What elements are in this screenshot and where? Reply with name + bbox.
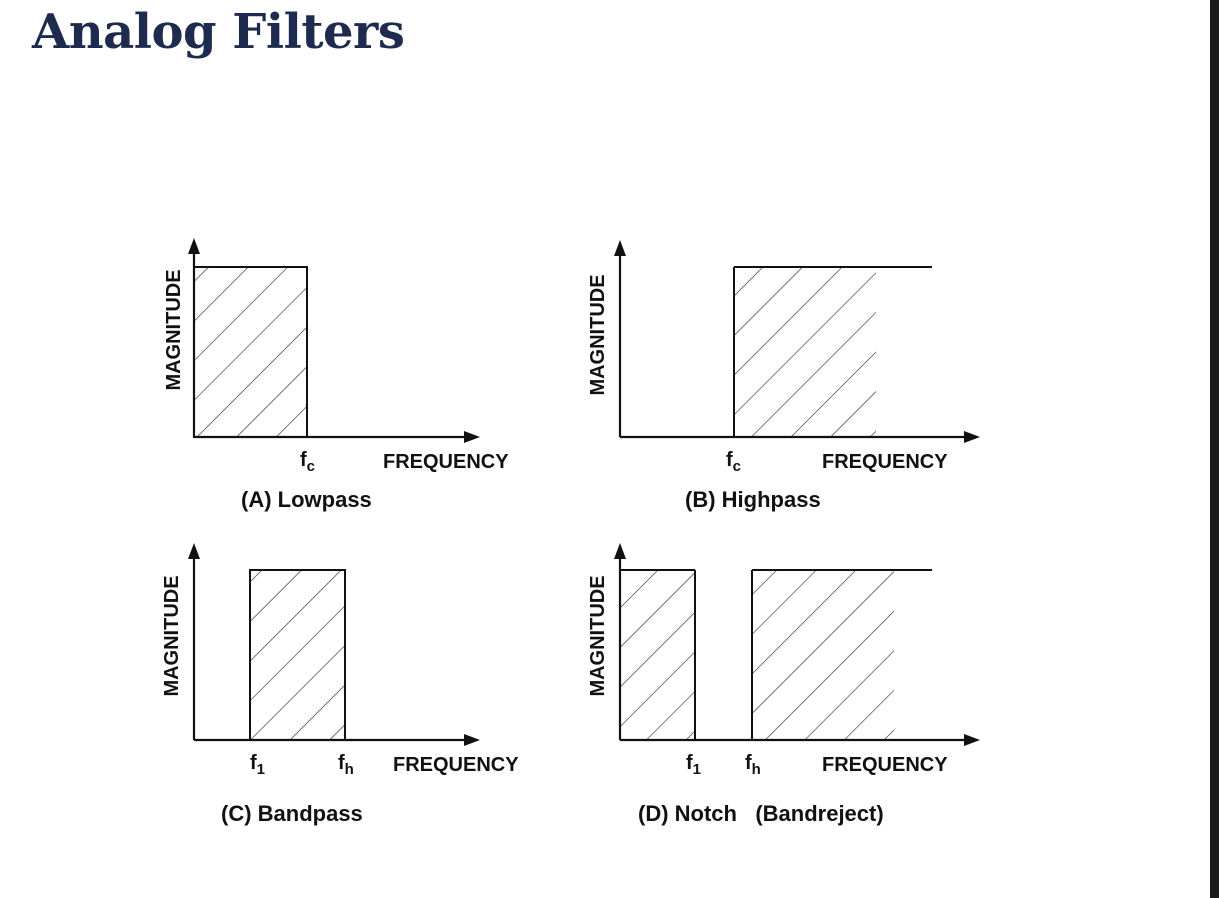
y-axis-arrow bbox=[614, 240, 626, 256]
y-axis-label: MAGNITUDE bbox=[163, 269, 185, 390]
y-axis-arrow bbox=[614, 543, 626, 559]
notch-lower-passband bbox=[620, 570, 695, 740]
lowpass-caption: (A) Lowpass bbox=[241, 487, 372, 512]
highpass-panel: MAGNITUDE fc FREQUENCY (B) Highpass bbox=[587, 240, 980, 512]
y-axis-label: MAGNITUDE bbox=[587, 274, 609, 395]
fh-label: fh bbox=[745, 752, 761, 778]
window-edge bbox=[1210, 0, 1219, 898]
x-axis-label: FREQUENCY bbox=[822, 754, 948, 776]
lowpass-panel: MAGNITUDE fc FREQUENCY (A) Lowpass bbox=[163, 238, 509, 512]
slide-title: Analog Filters bbox=[32, 4, 405, 60]
y-axis-arrow bbox=[188, 543, 200, 559]
y-axis-label: MAGNITUDE bbox=[161, 575, 183, 696]
x-axis-label: FREQUENCY bbox=[393, 754, 519, 776]
f1-label: f1 bbox=[250, 752, 265, 778]
bandpass-panel: MAGNITUDE f1 fh FREQUENCY (C) Bandpass bbox=[161, 543, 519, 826]
fc-label: fc bbox=[726, 449, 741, 475]
x-axis-label: FREQUENCY bbox=[822, 451, 948, 473]
x-axis-arrow bbox=[964, 431, 980, 443]
notch-panel: MAGNITUDE f1 fh FREQUENCY (D) Notch (Ban… bbox=[587, 543, 980, 826]
y-axis-arrow bbox=[188, 238, 200, 254]
x-axis-arrow bbox=[964, 734, 980, 746]
fc-label: fc bbox=[300, 449, 315, 475]
x-axis-label: FREQUENCY bbox=[383, 451, 509, 473]
bandpass-caption: (C) Bandpass bbox=[221, 801, 363, 826]
x-axis-arrow bbox=[464, 734, 480, 746]
fh-label: fh bbox=[338, 752, 354, 778]
f1-label: f1 bbox=[686, 752, 701, 778]
bandpass-passband bbox=[249, 569, 346, 741]
highpass-caption: (B) Highpass bbox=[685, 487, 821, 512]
notch-caption: (D) Notch (Bandreject) bbox=[638, 801, 884, 826]
lowpass-passband bbox=[193, 266, 308, 438]
highpass-passband bbox=[734, 267, 876, 437]
y-axis-label: MAGNITUDE bbox=[587, 575, 609, 696]
notch-upper-passband bbox=[752, 570, 894, 740]
x-axis-arrow bbox=[464, 431, 480, 443]
